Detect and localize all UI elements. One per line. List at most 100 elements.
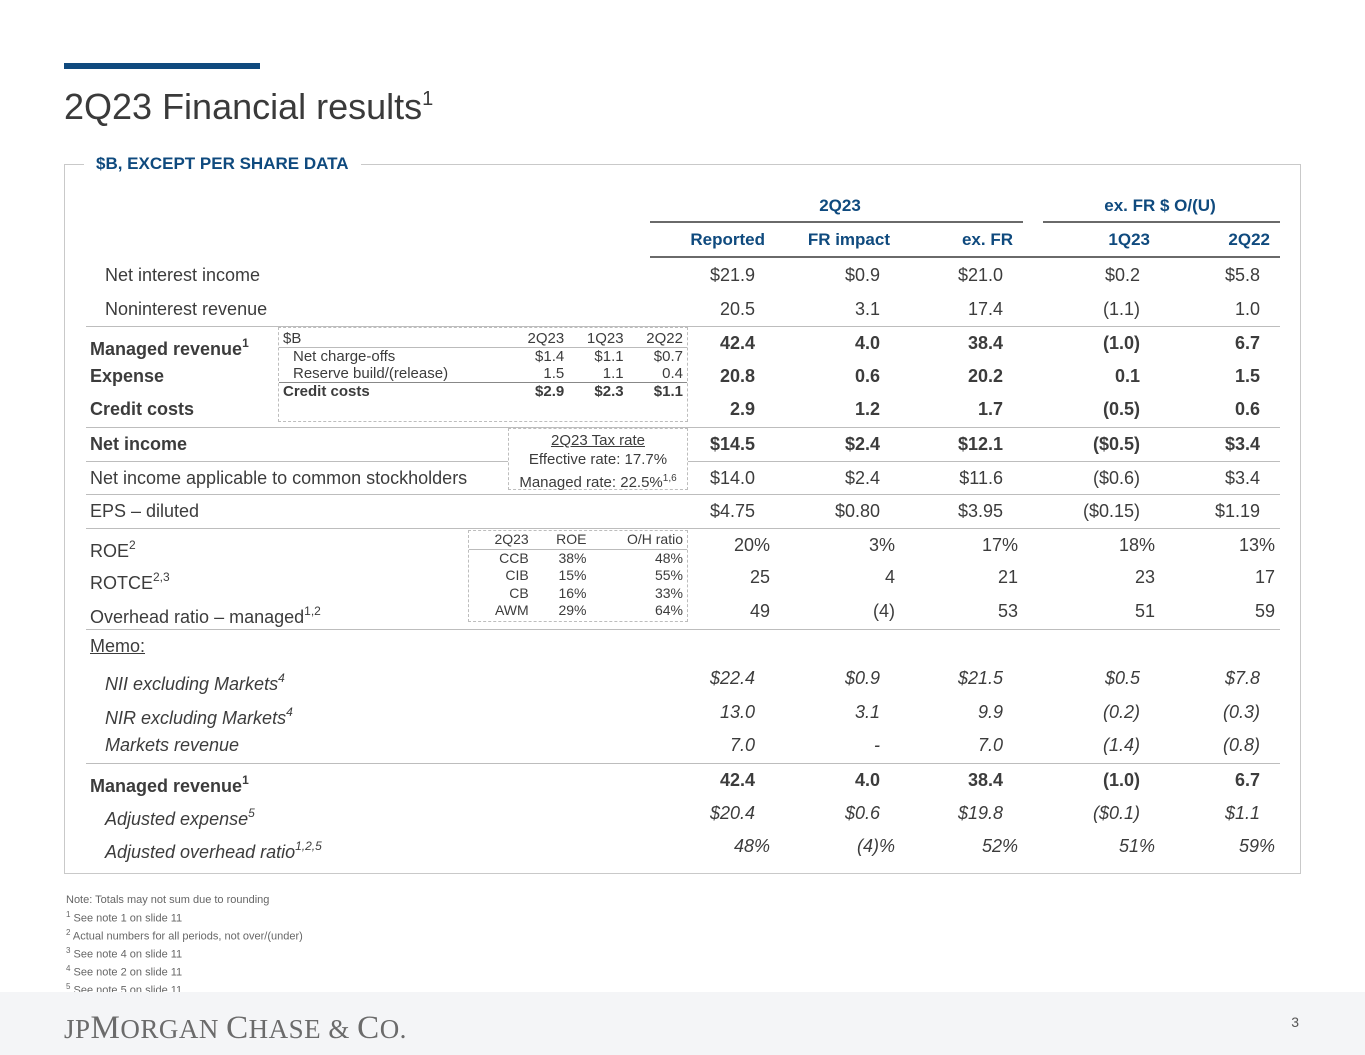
managed-tax-rate: Managed rate: 22.5%1,6	[519, 473, 677, 491]
row-value: $0.80	[834, 501, 880, 522]
divider	[650, 221, 1023, 223]
row-value: $22.4	[709, 668, 755, 689]
row-label: Overhead ratio – managed1,2	[90, 604, 321, 627]
row-value: 7.0	[977, 735, 1003, 756]
row-value: (0.2)	[1102, 701, 1140, 722]
row-label: Markets revenue	[105, 735, 240, 756]
table-row: NIR excluding Markets4 13.0 3.1 9.9 (0.2) (0.…	[86, 696, 1280, 729]
row-value: $0.9	[844, 668, 880, 689]
row-value: 52%	[981, 836, 1018, 857]
inset-value: $0.7	[653, 348, 683, 365]
inset-header: 1Q23	[586, 330, 624, 347]
row-value: (4)%	[856, 836, 895, 857]
row-value: -	[874, 735, 880, 756]
roe-inset-cell: 64%	[654, 602, 683, 618]
row-value: 2.9	[729, 399, 755, 420]
row-value: 3.1	[854, 298, 880, 319]
header-group-exfr: ex. FR $ O/(U)	[1104, 196, 1216, 215]
row-value: 7.0	[729, 735, 755, 756]
page-title: 2Q23 Financial results1	[64, 86, 434, 127]
table-row: ROE2 20% 3% 17% 18% 13%	[86, 527, 1280, 561]
row-value: 0.6	[1234, 399, 1260, 420]
row-value: 0.6	[854, 365, 880, 386]
roe-inset-header: ROE	[556, 531, 587, 547]
inset-header: 2Q22	[646, 330, 683, 347]
row-value: (1.0)	[1102, 333, 1140, 354]
section-label: $B, EXCEPT PER SHARE DATA	[84, 154, 361, 174]
footnote: 4 See note 2 on slide 11	[66, 963, 183, 979]
header-1q23: 1Q23	[1108, 230, 1150, 249]
row-value: 53	[997, 601, 1018, 621]
row-label: EPS – diluted	[90, 501, 200, 522]
inset-value: $1.4	[535, 348, 565, 365]
roe-inset-cell: CIB	[505, 567, 529, 583]
inset-label: Reserve build/(release)	[293, 365, 449, 382]
footnote: Note: Totals may not sum due to rounding	[66, 894, 270, 906]
roe-inset-cell: 48%	[654, 549, 683, 566]
table-row: Managed revenue1 42.4 4.0 38.4 (1.0) 6.7	[86, 763, 1280, 796]
row-value: $21.5	[957, 668, 1003, 689]
table-row: Adjusted overhead ratio1,2,5 48% (4)% 52% 51…	[86, 830, 1280, 863]
row-value: 4.0	[854, 333, 880, 354]
table-row: Memo:	[86, 628, 1280, 662]
row-value: $3.4	[1224, 467, 1260, 488]
row-value: 18%	[1118, 534, 1155, 555]
row-value: 23	[1134, 567, 1155, 588]
row-value: ($0.15)	[1082, 501, 1140, 522]
table-row: Noninterest revenue 20.5 3.1 17.4 (1.1) 1.0	[86, 293, 1280, 326]
row-value: $1.1	[1224, 802, 1260, 823]
header-group-2q23: 2Q23	[819, 196, 861, 215]
divider	[1043, 221, 1280, 223]
row-label: Adjusted overhead ratio1,2,5	[105, 839, 322, 863]
table-row: Overhead ratio – managed1,2 49 (4) 53 51 59	[86, 595, 1280, 628]
row-value: $1.19	[1214, 501, 1260, 522]
row-value: 25	[749, 567, 770, 588]
row-label: ROE2	[90, 537, 136, 561]
row-value: 6.7	[1234, 333, 1260, 354]
row-value: (4)	[873, 601, 895, 621]
row-value: 17	[1254, 567, 1275, 588]
row-value: $7.8	[1224, 668, 1260, 689]
row-value: 38.4	[967, 333, 1003, 354]
table-row: NII excluding Markets4 $22.4 $0.9 $21.5 $0.5…	[86, 662, 1280, 695]
row-value: 13%	[1238, 534, 1275, 555]
roe-inset-cell: CCB	[499, 549, 529, 566]
row-value: 21	[997, 567, 1018, 588]
row-label: Net income applicable to common stockhol…	[90, 467, 468, 488]
row-value: 20.5	[719, 298, 755, 319]
row-value: 20.8	[719, 365, 755, 386]
row-label: Memo:	[90, 635, 146, 656]
row-label: ROTCE2,3	[90, 570, 170, 594]
roe-inset-cell: 16%	[558, 584, 587, 601]
row-value: $0.2	[1104, 265, 1140, 285]
inset-total: $1.1	[653, 383, 683, 400]
row-value: $21.0	[957, 265, 1003, 285]
row-value: $2.4	[844, 467, 880, 488]
row-value: 42.4	[719, 770, 755, 790]
row-label: Managed revenue1	[90, 773, 249, 796]
table-row: Markets revenue 7.0 - 7.0 (1.4) (0.8)	[86, 729, 1280, 762]
roe-inset-cell: AWM	[494, 602, 529, 618]
table-row: Net income applicable to common stockhol…	[86, 460, 1280, 494]
row-value: ($0.6)	[1092, 467, 1140, 488]
row-value: $5.8	[1224, 265, 1260, 285]
row-value: 59	[1254, 601, 1275, 621]
row-value: 20%	[733, 534, 770, 555]
row-value: $0.9	[844, 265, 880, 285]
row-value: 20.2	[967, 365, 1003, 386]
row-value: (1.0)	[1102, 770, 1140, 790]
row-value: (1.4)	[1102, 735, 1140, 756]
row-value: 1.7	[977, 399, 1003, 420]
inset-label: Net charge-offs	[293, 348, 396, 365]
row-label: Expense	[90, 365, 165, 386]
row-value: 48%	[733, 836, 770, 857]
row-value: 17%	[981, 534, 1018, 555]
inset-total: $2.3	[594, 383, 624, 400]
row-label: Adjusted expense5	[105, 805, 255, 829]
row-value: (0.3)	[1222, 701, 1260, 722]
roe-inset-cell: 15%	[558, 567, 587, 583]
inset-header: $B	[283, 330, 302, 347]
header-ex-fr: ex. FR	[961, 230, 1013, 249]
row-value: 38.4	[967, 770, 1003, 790]
row-value: 4	[884, 567, 895, 588]
